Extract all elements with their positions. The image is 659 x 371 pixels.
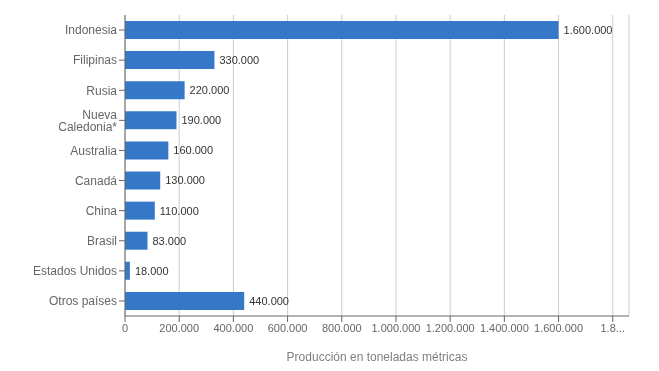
svg-text:China: China	[86, 204, 118, 218]
svg-text:1.200.000: 1.200.000	[426, 322, 475, 334]
svg-text:800.000: 800.000	[322, 322, 362, 334]
svg-text:440.000: 440.000	[249, 295, 289, 307]
svg-text:Canadá: Canadá	[75, 174, 117, 188]
svg-text:Estados Unidos: Estados Unidos	[33, 264, 117, 278]
svg-text:18.000: 18.000	[135, 265, 169, 277]
svg-text:110.000: 110.000	[160, 205, 199, 217]
svg-text:1.600.000: 1.600.000	[564, 24, 613, 36]
svg-text:600.000: 600.000	[268, 322, 308, 334]
svg-text:130.000: 130.000	[165, 174, 205, 186]
svg-text:200.000: 200.000	[159, 322, 199, 334]
svg-text:190.000: 190.000	[181, 114, 221, 126]
svg-text:Australia: Australia	[70, 144, 117, 158]
svg-text:1.400.000: 1.400.000	[480, 322, 529, 334]
svg-text:NuevaCaledonia*: NuevaCaledonia*	[58, 108, 117, 134]
svg-text:Filipinas: Filipinas	[73, 53, 117, 67]
svg-text:Indonesia: Indonesia	[65, 23, 117, 37]
svg-text:1.600.000: 1.600.000	[534, 322, 583, 334]
svg-text:0: 0	[122, 322, 128, 334]
svg-text:220.000: 220.000	[190, 84, 230, 96]
svg-text:400.000: 400.000	[214, 322, 254, 334]
svg-text:Rusia: Rusia	[86, 84, 117, 98]
svg-text:1.8...: 1.8...	[601, 322, 625, 334]
svg-text:Producción en toneladas métric: Producción en toneladas métricas	[287, 350, 468, 364]
svg-text:Brasil: Brasil	[87, 234, 117, 248]
svg-text:160.000: 160.000	[173, 144, 213, 156]
svg-text:Otros países: Otros países	[49, 294, 117, 308]
svg-text:1.000.000: 1.000.000	[371, 322, 420, 334]
svg-text:83.000: 83.000	[152, 235, 186, 247]
svg-text:330.000: 330.000	[219, 54, 259, 66]
